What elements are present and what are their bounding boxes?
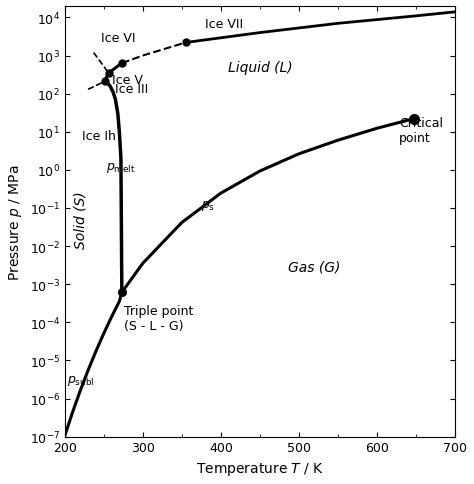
Text: Gas (G): Gas (G): [288, 259, 341, 273]
Text: Ice VII: Ice VII: [205, 18, 243, 31]
Text: Ice VI: Ice VI: [101, 32, 136, 45]
X-axis label: Temperature $T$ / K: Temperature $T$ / K: [196, 460, 324, 477]
Text: Ice V: Ice V: [112, 74, 143, 87]
Y-axis label: Pressure $p$ / MPa: Pressure $p$ / MPa: [7, 164, 24, 280]
Text: $p_\mathrm{melt}$: $p_\mathrm{melt}$: [106, 161, 136, 175]
Text: $p_\mathrm{subl}$: $p_\mathrm{subl}$: [67, 374, 94, 388]
Text: Triple point
(S - L - G): Triple point (S - L - G): [124, 304, 193, 333]
Text: Solid (S): Solid (S): [73, 191, 87, 249]
Text: Critical
point: Critical point: [399, 117, 443, 145]
Text: $p_\mathrm{s}$: $p_\mathrm{s}$: [201, 198, 216, 212]
Text: Liquid (L): Liquid (L): [228, 61, 292, 75]
Text: Ice III: Ice III: [116, 83, 149, 96]
Text: Ice Ih: Ice Ih: [82, 130, 116, 143]
